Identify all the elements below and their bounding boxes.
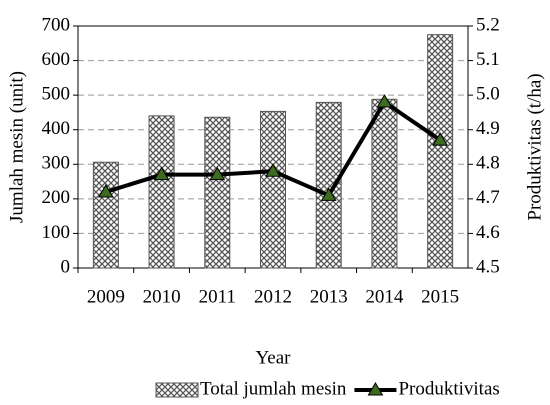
y-axis-title: Jumlah mesin (unit)	[6, 71, 27, 223]
bar	[204, 116, 231, 269]
y-tick-label: 100	[42, 222, 71, 243]
y2-tick-label: 4.7	[476, 187, 500, 208]
y2-axis-title: Produktivitas (t/ha)	[524, 73, 545, 220]
marker	[320, 187, 337, 201]
y-tick-label: 300	[42, 153, 71, 174]
marker	[265, 163, 281, 177]
x-tick-label: 2009	[87, 286, 125, 307]
marker	[153, 166, 170, 181]
x-tick-label: 2015	[421, 286, 459, 307]
y-tick-label: 500	[42, 84, 71, 105]
y-tick-label: 600	[42, 49, 71, 70]
bar	[92, 161, 119, 269]
bar	[260, 110, 286, 269]
marker	[432, 132, 449, 146]
y2-tick-label: 5.2	[476, 14, 500, 35]
marker	[97, 183, 114, 198]
y-tick-label: 400	[42, 118, 71, 139]
x-tick-label: 2014	[365, 286, 404, 307]
legend-swatch	[155, 382, 199, 398]
y2-tick-label: 5.1	[476, 49, 500, 70]
x-tick-label: 2012	[254, 286, 292, 307]
x-tick-label: 2010	[143, 286, 181, 307]
y-tick-label: 700	[42, 14, 71, 35]
marker	[209, 166, 226, 181]
x-tick-label: 2011	[199, 286, 236, 307]
legend-label: Produktivitas	[398, 378, 499, 399]
marker	[376, 94, 393, 108]
y2-tick-label: 4.5	[476, 256, 500, 277]
legend-label: Total jumlah mesin	[200, 378, 347, 399]
x-axis-title: Year	[255, 347, 291, 368]
bar	[148, 115, 175, 269]
bar	[371, 98, 398, 269]
y2-tick-label: 4.9	[476, 118, 500, 139]
bar	[427, 34, 454, 269]
y-tick-label: 200	[42, 187, 71, 208]
bar	[315, 101, 342, 269]
legend-marker	[367, 382, 384, 396]
x-tick-label: 2013	[310, 286, 348, 307]
y-tick-label: 0	[61, 256, 71, 277]
y2-tick-label: 4.8	[476, 153, 500, 174]
y2-tick-label: 5.0	[476, 84, 500, 105]
y2-tick-label: 4.6	[476, 222, 500, 243]
